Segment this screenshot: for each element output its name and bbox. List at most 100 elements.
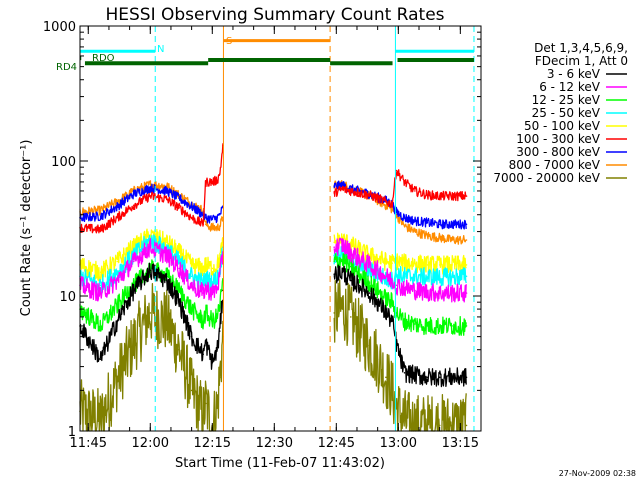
series-5-point-22 (391, 262, 393, 265)
series-5-point-6 (166, 241, 168, 244)
series-6-point-18 (358, 192, 360, 194)
series-6-line-2 (333, 169, 467, 209)
series-7-point-11 (211, 218, 214, 221)
series-5-point-11 (211, 267, 214, 270)
series-8-point-5 (149, 183, 152, 186)
flag-label-s: S (226, 36, 232, 47)
series-1-point-29 (465, 376, 468, 379)
legend-title-1: Det 1,3,4,5,6,9, (534, 41, 628, 55)
series-4-point-9 (202, 282, 204, 284)
series-6-point-4 (132, 204, 135, 207)
x-axis-label: Start Time (11-Feb-07 11:43:02) (175, 456, 385, 471)
series-6-point-28 (451, 195, 453, 197)
series-4-point-15 (333, 254, 336, 257)
series-8-point-3 (116, 200, 118, 203)
series-9-point-24 (403, 419, 406, 422)
series-9-point-9 (202, 414, 204, 417)
series-8-point-29 (465, 239, 468, 241)
series-8-point-26 (426, 234, 429, 237)
series-5-point-19 (368, 254, 371, 257)
series-9-point-26 (426, 424, 429, 427)
y-tick-label-1: 1 (68, 425, 76, 440)
series-9-point-20 (376, 358, 379, 361)
series-8-point-24 (403, 225, 406, 227)
series-9-point-28 (451, 424, 453, 427)
series-1-point-17 (350, 279, 352, 282)
series-1-point-3 (116, 320, 118, 323)
series-6-point-19 (368, 194, 371, 196)
series-6-point-3 (116, 216, 118, 219)
series-7-point-5 (149, 187, 152, 189)
series-2-point-2 (99, 292, 102, 294)
series-9-point-22 (391, 389, 393, 392)
series-5-point-27 (438, 264, 441, 266)
series-5-line-1 (79, 228, 224, 282)
series-4-point-3 (116, 271, 118, 274)
series-9-line-2 (333, 279, 467, 432)
legend-label-5: 50 - 100 keV (524, 119, 601, 133)
series-1-point-9 (202, 353, 204, 356)
series-5-point-13 (218, 257, 221, 260)
series-1-point-21 (385, 312, 387, 314)
series-4-point-24 (403, 275, 406, 278)
series-9-point-6 (166, 320, 168, 323)
series-4-point-12 (216, 277, 218, 280)
series-6-point-16 (341, 188, 344, 190)
series-1-point-26 (426, 376, 429, 379)
series-4-point-27 (438, 276, 441, 278)
series-7-point-12 (216, 216, 218, 219)
series-3-point-26 (426, 325, 429, 327)
series-1-point-15 (333, 273, 336, 276)
flag-label-rdo: RDO (92, 53, 115, 64)
x-tick-label-2: 12:00 (132, 436, 169, 451)
series-2-point-21 (385, 275, 387, 278)
series-5-point-18 (358, 249, 360, 251)
series-2-point-18 (358, 257, 360, 260)
x-tick-label-6: 13:00 (380, 436, 417, 451)
series-7-point-8 (190, 205, 193, 208)
series-8-point-21 (385, 204, 387, 207)
series-2-point-4 (132, 260, 135, 263)
series-2-point-15 (333, 246, 336, 248)
series-3-point-16 (341, 259, 344, 261)
series-9-point-29 (465, 424, 468, 427)
series-7-point-29 (465, 223, 468, 226)
series-3-point-7 (178, 289, 180, 292)
series-6-point-2 (99, 228, 102, 231)
series-8-point-2 (99, 209, 102, 212)
series-7-point-27 (438, 223, 441, 226)
series-1-point-12 (216, 348, 218, 351)
series-2-point-22 (391, 279, 393, 282)
series-7-line-2 (333, 180, 467, 230)
series-5-point-29 (465, 264, 468, 266)
series-1-point-2 (99, 358, 102, 361)
series-3-point-20 (376, 289, 379, 292)
series-4-point-2 (99, 284, 102, 287)
series-2-point-11 (211, 292, 214, 294)
series-2-point-20 (376, 269, 379, 272)
series-6-point-29 (465, 195, 468, 197)
series-1-point-24 (403, 372, 406, 374)
series-1-point-22 (391, 320, 393, 323)
series-8-point-27 (438, 237, 441, 239)
series-5-point-2 (99, 271, 102, 274)
x-tick-label-1: 11:45 (70, 436, 107, 451)
legend-label-6: 100 - 300 keV (516, 132, 600, 146)
series-1 (79, 262, 468, 388)
series-6-point-11 (211, 181, 214, 183)
series-6-point-9 (202, 223, 204, 226)
series-9-point-5 (149, 312, 152, 314)
series-8-point-12 (216, 227, 218, 229)
series-3-point-22 (391, 301, 393, 304)
series-8-point-25 (414, 230, 416, 233)
series-2-point-9 (202, 292, 204, 294)
series-7-point-10 (204, 216, 207, 219)
series-3-line-2 (333, 253, 467, 336)
axes: 11:45 12:00 12:15 12:30 12:45 13:00 13:15 1 10 10… (43, 20, 482, 451)
series-3-point-28 (451, 325, 453, 327)
series-4-point-26 (426, 276, 429, 278)
series-2-point-16 (341, 243, 344, 246)
series-3-point-8 (190, 308, 193, 310)
series-1-point-11 (211, 362, 214, 364)
series-2-point-13 (218, 275, 221, 278)
